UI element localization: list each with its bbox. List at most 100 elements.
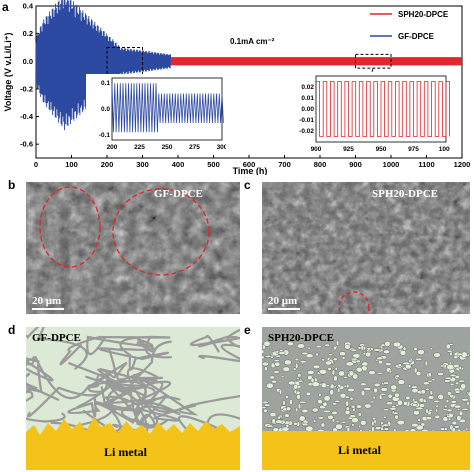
- pore: [351, 405, 356, 409]
- pore: [293, 421, 298, 426]
- current-density-annotation: 0.1mA cm⁻²: [230, 37, 275, 46]
- pore: [263, 340, 271, 347]
- scale-line: [32, 308, 64, 310]
- pore: [388, 369, 393, 374]
- pore: [301, 408, 309, 414]
- pore: [373, 348, 381, 352]
- x-tick-label: 600: [243, 160, 256, 169]
- pore: [428, 408, 433, 412]
- glass-fiber: [112, 376, 194, 413]
- pore: [321, 358, 326, 362]
- pore: [361, 361, 369, 367]
- pore: [262, 355, 265, 360]
- schematic-title-gf: GF-DPCE: [32, 332, 81, 344]
- pore: [280, 375, 285, 379]
- sem-texture-gf: [26, 182, 240, 314]
- panel-label-c: c: [244, 178, 251, 192]
- inset-frame: [111, 77, 223, 141]
- inset-x-tick-label: 200: [107, 144, 118, 151]
- scale-line: [268, 308, 300, 310]
- pore: [315, 352, 319, 357]
- scale-label: 20 μm: [268, 295, 298, 307]
- pore: [466, 401, 470, 406]
- pore: [451, 420, 458, 426]
- x-tick-label: 700: [278, 160, 291, 169]
- pore: [278, 388, 283, 395]
- legend-label-gf: GF-DPCE: [398, 32, 435, 41]
- pore: [348, 370, 355, 377]
- panel-label-b: b: [8, 178, 16, 192]
- inset-chart-sph20-zoom: 900 925 950 975 1000 -0.02 -0.01 0.00 0.01 0.02: [290, 72, 450, 154]
- pore: [460, 383, 467, 390]
- pore: [425, 408, 429, 415]
- pore: [274, 361, 281, 367]
- pore: [327, 414, 334, 420]
- pore: [378, 394, 383, 400]
- pore: [297, 403, 302, 410]
- pore: [383, 381, 389, 385]
- pore: [456, 408, 461, 411]
- pore: [296, 377, 300, 380]
- pore: [307, 370, 315, 375]
- pore: [449, 394, 455, 398]
- pore: [273, 359, 280, 362]
- pore: [371, 420, 375, 427]
- y-tick-label: 0.2: [23, 29, 33, 38]
- pore: [444, 379, 451, 383]
- glass-fiber: [26, 327, 88, 370]
- glass-fiber: [98, 335, 169, 371]
- pore: [296, 343, 306, 349]
- pore: [266, 382, 274, 389]
- pore: [270, 355, 274, 359]
- pore: [299, 360, 308, 364]
- glass-fiber: [27, 368, 172, 418]
- highlight-circle: [338, 291, 370, 314]
- inset-x-tick-label: 225: [134, 144, 145, 151]
- inset-series-line: [316, 81, 450, 137]
- pore: [341, 356, 346, 360]
- pore: [397, 399, 403, 406]
- pore: [357, 412, 362, 417]
- inset-x-tick-label: 1000: [439, 146, 450, 153]
- x-axis-label: Time (h): [233, 166, 268, 175]
- pore: [461, 407, 469, 411]
- pore: [335, 420, 340, 424]
- x-tick-label: 500: [207, 160, 220, 169]
- pore: [277, 415, 281, 420]
- pore: [336, 340, 340, 346]
- pore: [328, 353, 333, 356]
- pore: [286, 341, 294, 347]
- pore: [322, 409, 331, 413]
- inset-chart-gf-zoom: 200 225 250 275 300 -0.1 0.0 0.1: [86, 74, 226, 152]
- schematic-gf-dpce: GF-DPCE Li metal: [26, 327, 240, 470]
- pore: [327, 366, 332, 371]
- pore: [379, 393, 387, 396]
- pore: [437, 394, 444, 400]
- pore: [298, 415, 306, 422]
- y-tick-label: 0.0: [23, 57, 33, 66]
- scale-bar-sph20: 20 μm: [268, 295, 300, 310]
- pore: [403, 401, 408, 406]
- series-gf-line: [35, 0, 172, 131]
- inset-x-tick-label: 300: [217, 144, 226, 151]
- pore: [364, 403, 372, 409]
- pore: [333, 375, 338, 382]
- pore: [425, 416, 433, 421]
- pore: [344, 344, 351, 350]
- li-metal-label: Li metal: [104, 445, 147, 459]
- pore: [351, 423, 355, 427]
- pore: [264, 355, 272, 358]
- inset-x-tick-label: 925: [343, 146, 354, 153]
- pore: [458, 410, 464, 416]
- pore: [295, 407, 299, 413]
- inset-x-tick-label: 250: [162, 144, 173, 151]
- pore: [329, 383, 335, 390]
- glass-fiber: [189, 328, 240, 353]
- pore: [311, 407, 319, 413]
- pore: [427, 395, 435, 400]
- pore: [413, 347, 418, 351]
- pore: [385, 401, 394, 406]
- pore: [446, 349, 453, 353]
- pore: [273, 370, 280, 374]
- pore: [332, 402, 338, 406]
